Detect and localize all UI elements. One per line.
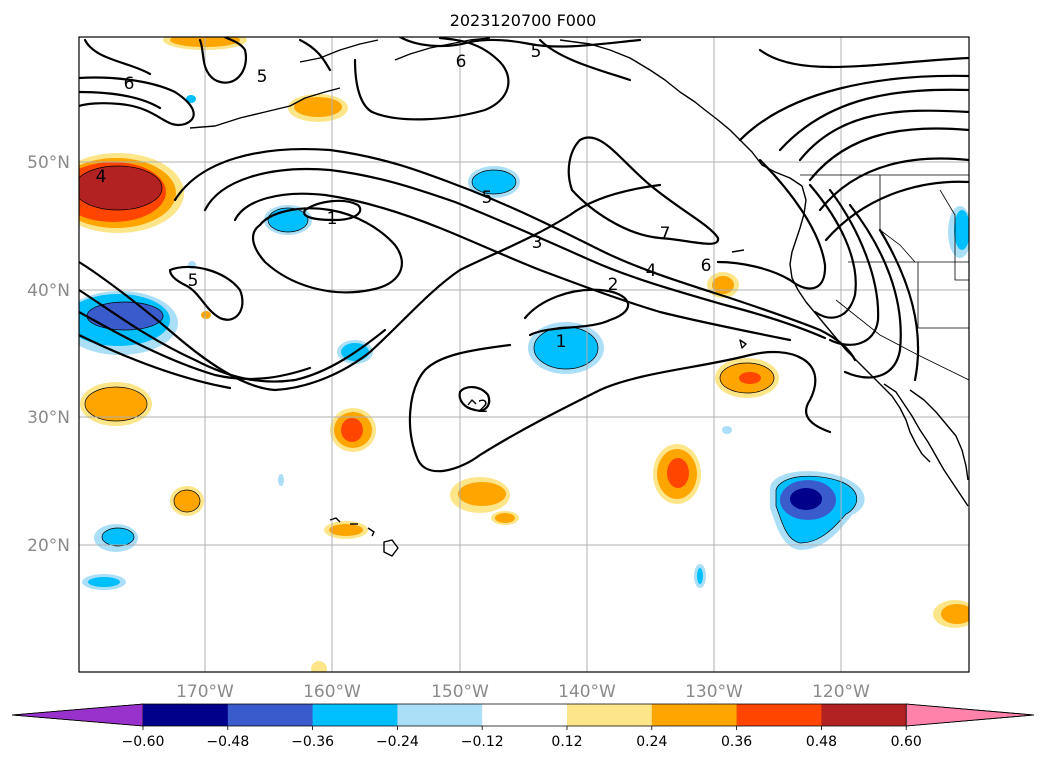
- shade-blob: [739, 372, 761, 384]
- contour-label: 6: [701, 256, 712, 276]
- shade-blob: [341, 418, 363, 442]
- contour-labels: 6 5 6 5 4 1 5 5 3 2 4 6 7 1 2: [96, 42, 712, 417]
- shade-blob: [201, 311, 211, 319]
- colorbar-tick-label: 0.12: [551, 734, 582, 750]
- contour-label: 2: [608, 275, 619, 295]
- contour-label: 7: [660, 224, 671, 244]
- lon-label: 170°W: [176, 682, 234, 702]
- height-contours: [79, 37, 969, 473]
- colorbar: −0.60 −0.48 −0.36 −0.24 −0.12 0.12 0.24 0.36 0.4…: [11, 703, 1035, 750]
- contour-label: 6: [456, 52, 467, 72]
- lon-label: 150°W: [431, 682, 489, 702]
- contour-label: 3: [532, 233, 543, 253]
- colorbar-segment: [651, 704, 738, 726]
- shade-blob: [88, 577, 120, 587]
- shade-blob: [954, 210, 969, 250]
- contour-label: 5: [482, 188, 493, 208]
- shade-blob: [667, 458, 689, 488]
- contour-label: 5: [257, 67, 268, 87]
- shade-blob: [278, 474, 284, 486]
- shade-blob: [84, 386, 148, 422]
- lat-label: 50°N: [27, 153, 70, 173]
- shade-blob: [311, 661, 327, 672]
- lon-label: 120°W: [812, 682, 870, 702]
- lat-label: 40°N: [27, 281, 70, 301]
- shade-blob: [79, 165, 163, 211]
- shade-blob: [495, 513, 515, 523]
- colorbar-segment: [143, 704, 229, 726]
- shade-blob: [329, 524, 363, 536]
- shade-blob: [471, 169, 517, 195]
- colorbar-segment: [312, 704, 398, 726]
- shade-blob: [722, 426, 732, 434]
- shade-blob: [173, 489, 201, 513]
- shade-blob: [186, 95, 196, 103]
- lat-label: 20°N: [27, 536, 70, 556]
- lon-label: 130°W: [685, 682, 743, 702]
- contour-label: 2: [478, 397, 489, 417]
- colorbar-tick-label: 0.60: [891, 734, 922, 750]
- contour-label: 4: [96, 167, 107, 187]
- colorbar-segment: [227, 704, 314, 726]
- lon-label: 140°W: [558, 682, 616, 702]
- shade-blob: [790, 488, 822, 510]
- map-background: [79, 37, 969, 672]
- shade-blob: [941, 604, 969, 624]
- colorbar-tick-label: −0.12: [461, 734, 504, 750]
- map-title: 2023120700 F000: [450, 11, 597, 30]
- contour-label: 6: [124, 74, 135, 94]
- contour-label: 1: [556, 332, 567, 352]
- shade-blob: [294, 97, 342, 117]
- longitude-labels: 170°W 160°W 150°W 140°W 130°W 120°W: [176, 682, 870, 702]
- colorbar-segment: [736, 704, 822, 726]
- contour-label: 1: [327, 209, 338, 229]
- shade-blob: [697, 568, 703, 584]
- colorbar-segment: [397, 704, 483, 726]
- shade-blob: [101, 527, 135, 547]
- lon-label: 160°W: [303, 682, 361, 702]
- lat-label: 30°N: [27, 408, 70, 428]
- colorbar-tick-label: 0.36: [721, 734, 752, 750]
- graticule: [79, 37, 969, 672]
- colorbar-under-extend: [11, 703, 144, 727]
- latitude-labels: 50°N 40°N 30°N 20°N: [27, 153, 70, 556]
- colorbar-tick-label: −0.24: [376, 734, 419, 750]
- colorbar-tick-label: 0.48: [806, 734, 837, 750]
- contour-label: 5: [531, 42, 542, 62]
- contour-label: 4: [646, 261, 657, 281]
- contour-label: 5: [188, 271, 199, 291]
- colorbar-tick-label: 0.24: [636, 734, 667, 750]
- colorbar-tick-label: −0.36: [291, 734, 334, 750]
- shade-blob: [458, 482, 506, 506]
- colorbar-tick-label: −0.48: [206, 734, 249, 750]
- colorbar-tick-label: −0.60: [122, 734, 165, 750]
- colorbar-segment: [482, 704, 568, 726]
- colorbar-segment: [821, 704, 907, 726]
- colorbar-segment: [567, 704, 653, 726]
- shade-blob: [712, 276, 734, 294]
- map-frame: [78, 36, 970, 673]
- colorbar-over-extend: [905, 703, 1035, 727]
- map-panel: 6 5 6 5 4 1 5 5 3 2 4 6 7 1 2: [78, 36, 970, 673]
